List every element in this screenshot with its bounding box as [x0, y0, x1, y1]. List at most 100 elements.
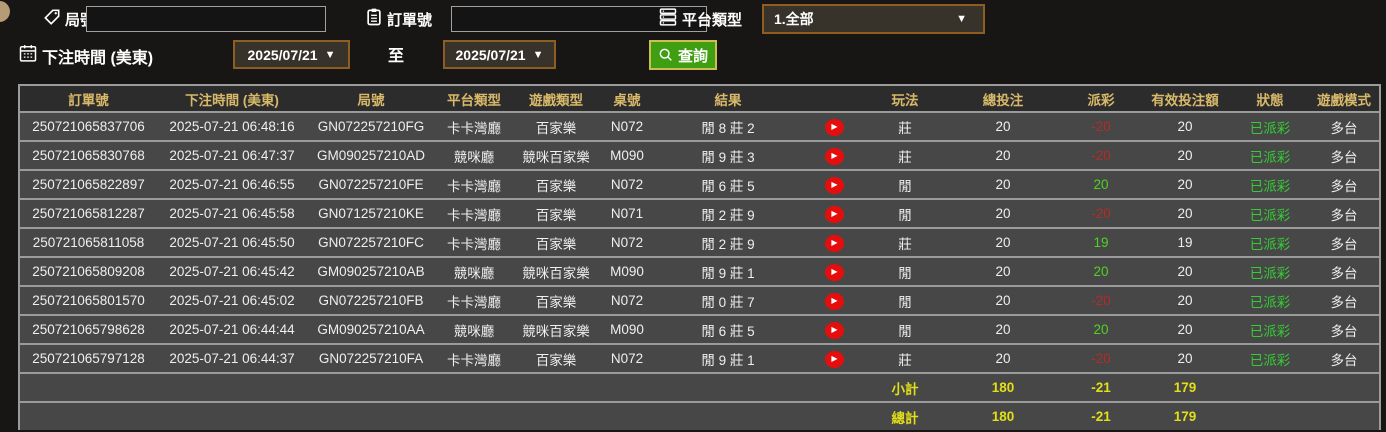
valid-bet-cell: 20: [1139, 314, 1231, 344]
column-header: 局號: [307, 85, 435, 112]
column-header: 訂單號: [19, 85, 157, 112]
play-type-cell: 莊: [867, 343, 943, 373]
total-bet-cell: 20: [943, 256, 1063, 286]
bet-time-cell: 2025-07-21 06:45:58: [157, 198, 307, 228]
chevron-down-icon: ▼: [532, 48, 544, 61]
game-type-cell: 百家樂: [513, 169, 599, 199]
payout-cell: -20: [1063, 285, 1139, 315]
platform-cell: 卡卡灣廳: [435, 227, 513, 257]
game-mode-cell: 多台: [1309, 198, 1380, 228]
bet-time-cell: 2025-07-21 06:45:42: [157, 256, 307, 286]
replay-play-icon[interactable]: ▶: [824, 321, 844, 339]
play-type-cell: 閒: [867, 198, 943, 228]
game-type-cell: 百家樂: [513, 111, 599, 141]
payout-cell: -20: [1063, 140, 1139, 170]
table-row: 250721065837706 2025-07-21 06:48:16 GN07…: [19, 111, 1380, 141]
total-valid-bet: 179: [1139, 401, 1231, 430]
table-no-cell: M090: [599, 140, 655, 170]
replay-cell: ▶: [801, 169, 867, 199]
table-summary: 小計 180 -21 179 總計 180 -21 179: [19, 372, 1380, 430]
play-type-cell: 閒: [867, 169, 943, 199]
payout-cell: 20: [1063, 314, 1139, 344]
column-header: 桌號: [599, 85, 655, 112]
table-row: 250721065801570 2025-07-21 06:45:02 GN07…: [19, 285, 1380, 315]
replay-cell: ▶: [801, 111, 867, 141]
valid-bet-cell: 20: [1139, 198, 1231, 228]
table-no-cell: N072: [599, 227, 655, 257]
calendar-icon: [18, 43, 38, 63]
game-type-cell: 百家樂: [513, 285, 599, 315]
status-cell: 已派彩: [1231, 285, 1309, 315]
column-header: 總投注: [943, 85, 1063, 112]
panel-toggle-notch[interactable]: [0, 1, 10, 22]
result-cell: 閒 2 莊 9: [655, 227, 801, 257]
game-no-cell: GN072257210FC: [307, 227, 435, 257]
date-from-picker[interactable]: 2025/07/21 ▼: [233, 40, 350, 69]
order-no-cell: 250721065830768: [19, 140, 157, 170]
bet-time-cell: 2025-07-21 06:48:16: [157, 111, 307, 141]
bet-time-cell: 2025-07-21 06:46:55: [157, 169, 307, 199]
payout-cell: -20: [1063, 111, 1139, 141]
table-no-cell: M090: [599, 256, 655, 286]
valid-bet-cell: 20: [1139, 111, 1231, 141]
filter-bar: 局號 訂單號 平台類型 1.全部 ▼ 下注時間 (美東) 2025/07/21 …: [0, 0, 1386, 84]
game-no-cell: GM090257210AB: [307, 256, 435, 286]
total-row: 總計 180 -21 179: [19, 401, 1380, 430]
payout-cell: -20: [1063, 343, 1139, 373]
play-type-cell: 閒: [867, 314, 943, 344]
play-type-cell: 莊: [867, 140, 943, 170]
replay-play-icon[interactable]: ▶: [824, 292, 844, 310]
chevron-down-icon: ▼: [956, 13, 967, 25]
bet-time-cell: 2025-07-21 06:45:50: [157, 227, 307, 257]
bet-time-cell: 2025-07-21 06:44:44: [157, 314, 307, 344]
platform-cell: 競咪廳: [435, 314, 513, 344]
table-row: 250721065812287 2025-07-21 06:45:58 GN07…: [19, 198, 1380, 228]
replay-play-icon[interactable]: ▶: [824, 205, 844, 223]
column-header: 玩法: [867, 85, 943, 112]
platform-type-select[interactable]: 1.全部 ▼: [762, 4, 985, 34]
bets-table: 訂單號 下注時間 (美東) 局號 平台類型 遊戲類型 桌號 結果 玩法 總投注 派彩 有效投注額 狀態…: [18, 84, 1381, 430]
status-cell: 已派彩: [1231, 256, 1309, 286]
result-cell: 閒 9 莊 1: [655, 343, 801, 373]
date-to-value: 2025/07/21: [455, 46, 526, 63]
bet-time-label: 下注時間 (美東): [42, 50, 154, 67]
order-no-cell: 250721065801570: [19, 285, 157, 315]
game-type-cell: 競咪百家樂: [513, 314, 599, 344]
order-no-cell: 250721065809208: [19, 256, 157, 286]
clipboard-icon: [364, 7, 384, 27]
total-bet-cell: 20: [943, 314, 1063, 344]
game-no-cell: GM090257210AD: [307, 140, 435, 170]
result-cell: 閒 2 莊 9: [655, 198, 801, 228]
column-header: 有效投注額: [1139, 85, 1231, 112]
search-icon: [659, 48, 672, 61]
order-no-cell: 250721065798628: [19, 314, 157, 344]
search-button[interactable]: 查詢: [649, 40, 718, 70]
total-bet-cell: 20: [943, 227, 1063, 257]
order-no-label: 訂單號: [387, 12, 433, 29]
total-bet-cell: 20: [943, 140, 1063, 170]
game-type-cell: 百家樂: [513, 343, 599, 373]
status-cell: 已派彩: [1231, 111, 1309, 141]
server-icon: [658, 7, 678, 27]
column-header: 下注時間 (美東): [157, 85, 307, 112]
order-no-cell: 250721065837706: [19, 111, 157, 141]
total-payout: -21: [1063, 401, 1139, 430]
date-range-to-label: 至: [388, 48, 405, 65]
replay-play-icon[interactable]: ▶: [824, 263, 844, 281]
platform-cell: 競咪廳: [435, 140, 513, 170]
table-row: 250721065809208 2025-07-21 06:45:42 GM09…: [19, 256, 1380, 286]
replay-play-icon[interactable]: ▶: [824, 234, 844, 252]
replay-play-icon[interactable]: ▶: [824, 118, 844, 136]
replay-play-icon[interactable]: ▶: [824, 176, 844, 194]
date-to-picker[interactable]: 2025/07/21 ▼: [443, 40, 556, 69]
replay-play-icon[interactable]: ▶: [824, 147, 844, 165]
game-no-cell: GN072257210FA: [307, 343, 435, 373]
game-mode-cell: 多台: [1309, 227, 1380, 257]
game-no-input[interactable]: [86, 6, 326, 32]
replay-play-icon[interactable]: ▶: [824, 350, 844, 368]
platform-cell: 卡卡灣廳: [435, 111, 513, 141]
column-header: 遊戲類型: [513, 85, 599, 112]
total-total-bet: 180: [943, 401, 1063, 430]
valid-bet-cell: 19: [1139, 227, 1231, 257]
bet-time-cell: 2025-07-21 06:44:37: [157, 343, 307, 373]
